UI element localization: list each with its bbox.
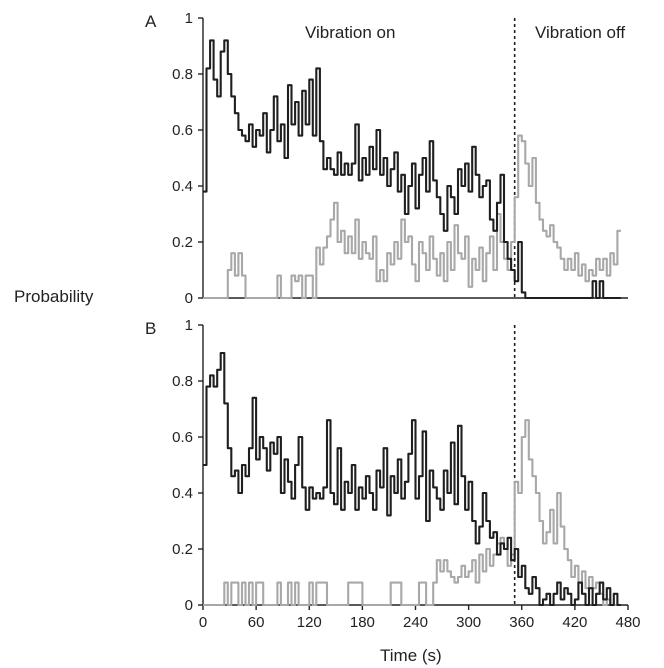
x-tick-label: 0 — [199, 614, 207, 631]
y-tick-label: 0.8 — [172, 373, 193, 390]
series-line-dark — [203, 351, 621, 607]
panel-b-letter: B — [145, 319, 156, 338]
x-tick-label: 300 — [456, 614, 481, 631]
panel-b-y-ticks: 0 0.2 0.4 0.6 0.8 1 — [172, 317, 203, 614]
x-tick-label: 180 — [350, 614, 375, 631]
y-tick-label: 0.8 — [172, 66, 193, 83]
y-tick-label: 1 — [185, 317, 193, 334]
y-tick-label: 0.6 — [172, 122, 193, 139]
series-line-light — [203, 134, 621, 300]
panel-a: A Vibration on Vibration off 00.20.40.60… — [145, 10, 628, 307]
panel-b-series — [203, 351, 621, 607]
y-tick-label: 0.6 — [172, 429, 193, 446]
x-tick-label: 60 — [248, 614, 265, 631]
panel-b: B 0 0.2 0.4 0.6 0.8 1 0 60 120 180 240 300 360 420 48… — [145, 317, 641, 631]
y-tick-label: 0.2 — [172, 541, 193, 558]
x-tick-label: 360 — [509, 614, 534, 631]
series-line-light — [203, 419, 621, 607]
series-line-dark — [203, 39, 621, 300]
annotation-vibration-on: Vibration on — [305, 23, 395, 42]
x-tick-label: 240 — [403, 614, 428, 631]
x-axis-label: Time (s) — [380, 646, 442, 665]
y-tick-label: 0.4 — [172, 178, 193, 195]
y-tick-label: 0 — [185, 290, 193, 307]
panel-a-letter: A — [145, 12, 157, 31]
x-tick-label: 120 — [297, 614, 322, 631]
panel-a-series — [203, 39, 621, 300]
x-tick-label: 420 — [562, 614, 587, 631]
y-axis-label: Probability — [14, 287, 94, 306]
x-tick-label: 480 — [615, 614, 640, 631]
y-tick-label: 0 — [185, 597, 193, 614]
annotation-vibration-off: Vibration off — [535, 23, 625, 42]
y-tick-label: 0.4 — [172, 485, 193, 502]
y-tick-label: 1 — [185, 10, 193, 27]
y-tick-label: 0.2 — [172, 234, 193, 251]
panel-b-x-ticks: 0 60 120 180 240 300 360 420 480 — [199, 605, 641, 631]
panel-a-y-ticks: 0 0.2 0.4 0.6 0.8 1 — [172, 10, 203, 307]
